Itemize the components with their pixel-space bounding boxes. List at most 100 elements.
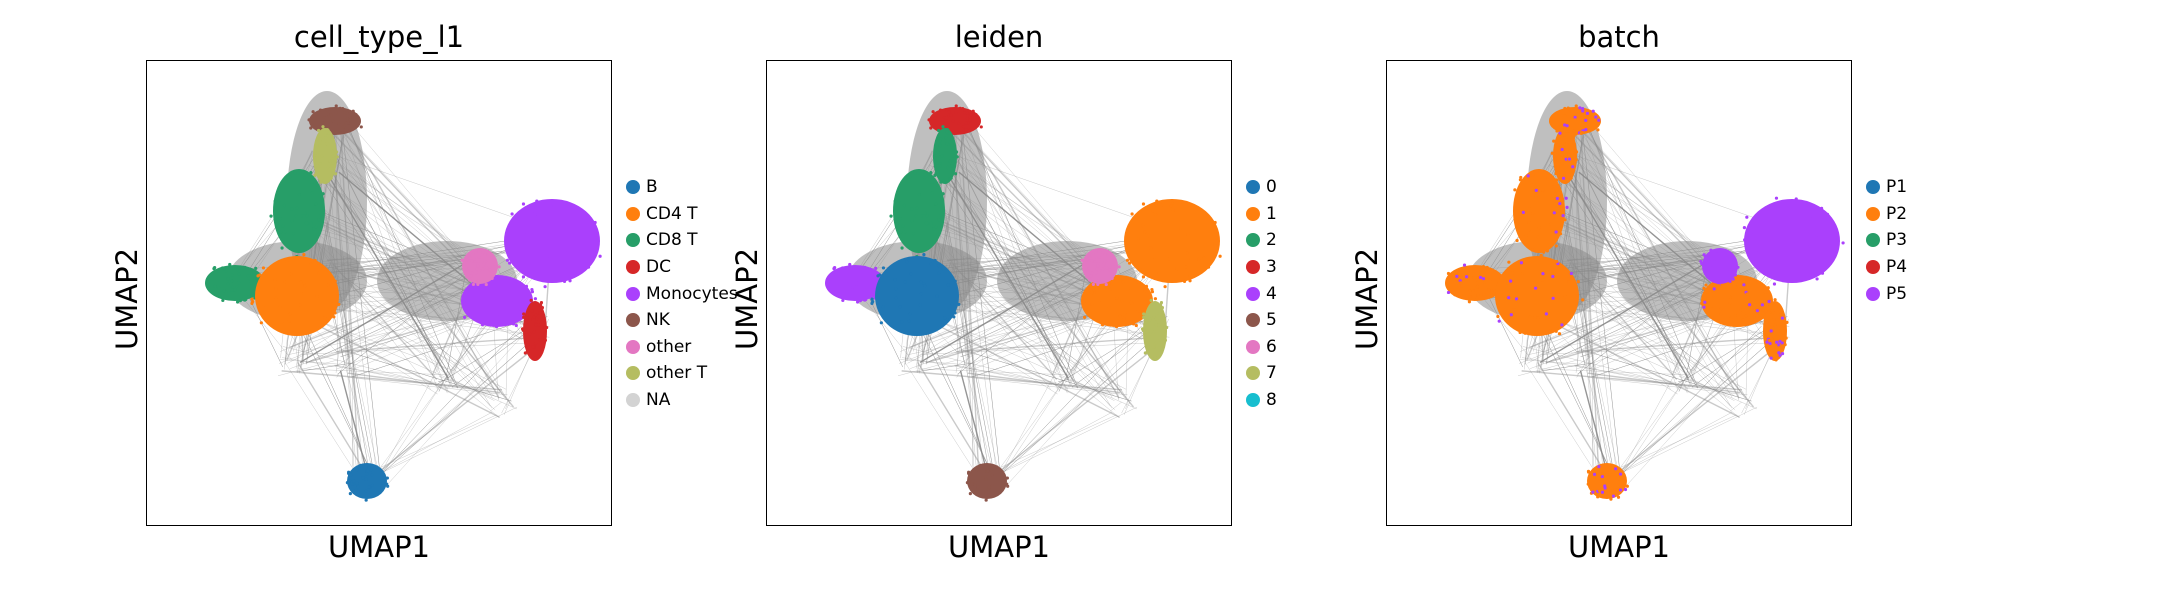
cluster-cd4: [1495, 256, 1585, 336]
legend-marker-icon: [1246, 339, 1260, 354]
x-axis-label: UMAP1: [327, 530, 431, 564]
cluster-mono: [1124, 199, 1222, 289]
umap-panel-cell-type: cell_type_l1 UMAP2 UMAP1 B CD4 T CD8 T DC Mo…: [0, 0, 738, 600]
legend-item: NA: [626, 387, 738, 414]
legend-marker-icon: [1246, 393, 1260, 408]
legend-item: 4: [1246, 280, 1277, 307]
legend-label: CD8 T: [646, 230, 698, 251]
legend-marker-icon: [626, 260, 640, 275]
x-axis-label: UMAP1: [947, 530, 1051, 564]
cluster-nk: [927, 104, 983, 138]
legend-marker-icon: [1866, 286, 1880, 301]
legend-marker-icon: [626, 313, 640, 328]
legend-marker-icon: [1246, 260, 1260, 275]
legend-item: B: [626, 174, 738, 201]
legend-label: CD4 T: [646, 203, 698, 224]
legend-marker-icon: [1866, 180, 1880, 195]
legend: 0 1 2 3 4 5 6 7 8: [1246, 174, 1277, 413]
legend-label: P3: [1886, 230, 1908, 251]
plot-area: [766, 60, 1232, 526]
cluster-top: [313, 125, 339, 184]
legend-item: P1: [1866, 174, 1907, 201]
legend-label: DC: [646, 257, 671, 278]
cluster-dc: [520, 298, 549, 361]
legend-label: other: [646, 336, 692, 357]
legend-marker-icon: [1866, 233, 1880, 248]
y-axis-label: UMAP2: [730, 247, 764, 350]
umap-scatter: [825, 91, 1222, 502]
cluster-oth: [460, 248, 501, 287]
legend-label: P5: [1886, 283, 1908, 304]
legend-item: 8: [1246, 387, 1277, 414]
legend-item: P3: [1866, 227, 1907, 254]
legend-label: 6: [1266, 336, 1277, 357]
legend-marker-icon: [626, 366, 640, 381]
cluster-mono: [1742, 196, 1845, 286]
cluster-cd4: [250, 253, 341, 336]
legend-item: P2: [1866, 201, 1907, 228]
legend-item: CD8 T: [626, 227, 738, 254]
legend-label: 4: [1266, 283, 1277, 304]
legend-marker-icon: [626, 180, 640, 195]
legend-label: 8: [1266, 390, 1277, 411]
legend-item: 0: [1246, 174, 1277, 201]
legend-label: 5: [1266, 310, 1277, 331]
cluster-left: [205, 262, 268, 304]
legend-marker-icon: [626, 393, 640, 408]
legend-label: 0: [1266, 177, 1277, 198]
cluster-cd4: [870, 253, 961, 336]
cluster-mono2: [1081, 274, 1158, 329]
legend-label: P1: [1886, 177, 1908, 198]
legend-item: DC: [626, 254, 738, 281]
legend-marker-icon: [626, 206, 640, 221]
legend-marker-icon: [1246, 233, 1260, 248]
legend-item: 5: [1246, 307, 1277, 334]
cluster-mono2: [461, 274, 538, 329]
legend-label: Monocytes: [646, 283, 738, 304]
legend-marker-icon: [1866, 206, 1880, 221]
legend-item: other T: [626, 360, 738, 387]
legend-marker-icon: [1866, 260, 1880, 275]
legend-item: P4: [1866, 254, 1907, 281]
legend-label: 1: [1266, 203, 1277, 224]
legend-label: P2: [1886, 203, 1908, 224]
cluster-cd8: [269, 169, 325, 259]
panel-title: batch: [1578, 20, 1660, 54]
cluster-nk: [307, 104, 363, 138]
legend-marker-icon: [1246, 286, 1260, 301]
legend-item: 3: [1246, 254, 1277, 281]
legend: P1 P2 P3 P4 P5: [1866, 174, 1907, 307]
cluster-top: [1550, 128, 1579, 184]
legend-marker-icon: [626, 339, 640, 354]
cluster-cd8: [889, 169, 945, 259]
cluster-dc: [1763, 299, 1789, 362]
legend-marker-icon: [626, 233, 640, 248]
plot-area: [1386, 60, 1852, 526]
y-axis-label: UMAP2: [110, 247, 144, 350]
legend-label: other T: [646, 363, 708, 384]
cluster-b: [965, 463, 1010, 502]
umap-scatter: [205, 91, 602, 502]
panel-title: cell_type_l1: [293, 20, 465, 54]
umap-panel-batch: batch UMAP2 UMAP1 P1 P2 P3 P4 P5: [1240, 0, 1965, 600]
legend-label: 3: [1266, 257, 1277, 278]
legend-label: P4: [1886, 257, 1908, 278]
legend-item: other: [626, 334, 738, 361]
legend-item: 7: [1246, 360, 1277, 387]
plot-area: [146, 60, 612, 526]
x-axis-label: UMAP1: [1567, 530, 1671, 564]
cluster-left: [1445, 263, 1507, 304]
cluster-b: [1586, 463, 1629, 501]
legend-label: 7: [1266, 363, 1277, 384]
legend-item: P5: [1866, 280, 1907, 307]
legend-item: NK: [626, 307, 738, 334]
cluster-top: [933, 125, 959, 184]
legend-item: 2: [1246, 227, 1277, 254]
umap-scatter: [1445, 91, 1845, 501]
legend-marker-icon: [1246, 313, 1260, 328]
cluster-oth: [1080, 248, 1121, 287]
cluster-b: [345, 463, 390, 502]
legend-marker-icon: [1246, 366, 1260, 381]
legend-item: Monocytes: [626, 280, 738, 307]
legend: B CD4 T CD8 T DC Monocytes NK other other T NA: [626, 174, 738, 413]
